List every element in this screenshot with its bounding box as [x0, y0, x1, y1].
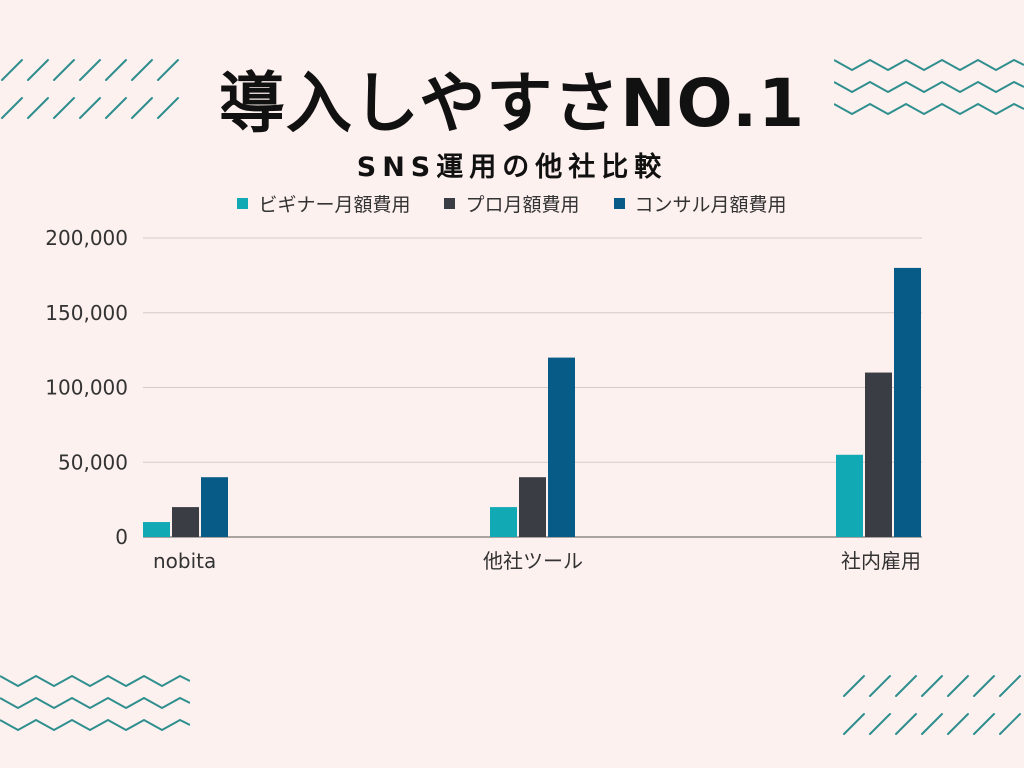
legend-item-consult: コンサル月額費用 — [613, 190, 787, 217]
legend-label-pro: プロ月額費用 — [465, 194, 580, 216]
bar — [836, 454, 863, 537]
y-tick-label: 0 — [115, 525, 128, 549]
legend-item-beginner: ビギナー月額費用 — [237, 190, 410, 217]
legend-label-consult: コンサル月額費用 — [634, 194, 787, 216]
legend-swatch-consult — [613, 198, 625, 209]
bar — [490, 507, 517, 537]
y-tick-label: 150,000 — [45, 301, 128, 325]
bar — [894, 267, 921, 537]
x-tick-label: 他社ツール — [483, 549, 583, 573]
bar — [865, 372, 892, 537]
bar — [519, 477, 546, 537]
legend-item-pro: プロ月額費用 — [444, 190, 580, 217]
legend-label-beginner: ビギナー月額費用 — [258, 194, 411, 216]
y-tick-label: 200,000 — [45, 226, 128, 250]
y-tick-label: 50,000 — [58, 450, 128, 474]
y-tick-label: 100,000 — [45, 376, 128, 400]
x-tick-label: 社内雇用 — [841, 549, 921, 573]
decor-slashes-bottom-right — [843, 675, 1021, 735]
legend-swatch-pro — [444, 198, 456, 209]
chart-legend: ビギナー月額費用 プロ月額費用 コンサル月額費用 — [0, 190, 1024, 217]
decor-zigzag-top-right — [834, 58, 1024, 116]
bar — [201, 477, 228, 537]
decor-slashes-top-left — [1, 59, 179, 119]
bar — [143, 522, 170, 537]
legend-swatch-beginner — [237, 198, 249, 209]
bar — [548, 357, 575, 537]
bar — [172, 507, 199, 537]
chart-title: SNS運用の他社比較 — [356, 152, 668, 183]
decor-zigzag-bottom-left — [0, 674, 190, 732]
headline: 導入しやすさNO.1 — [218, 65, 806, 142]
x-tick-label: nobita — [153, 549, 216, 573]
